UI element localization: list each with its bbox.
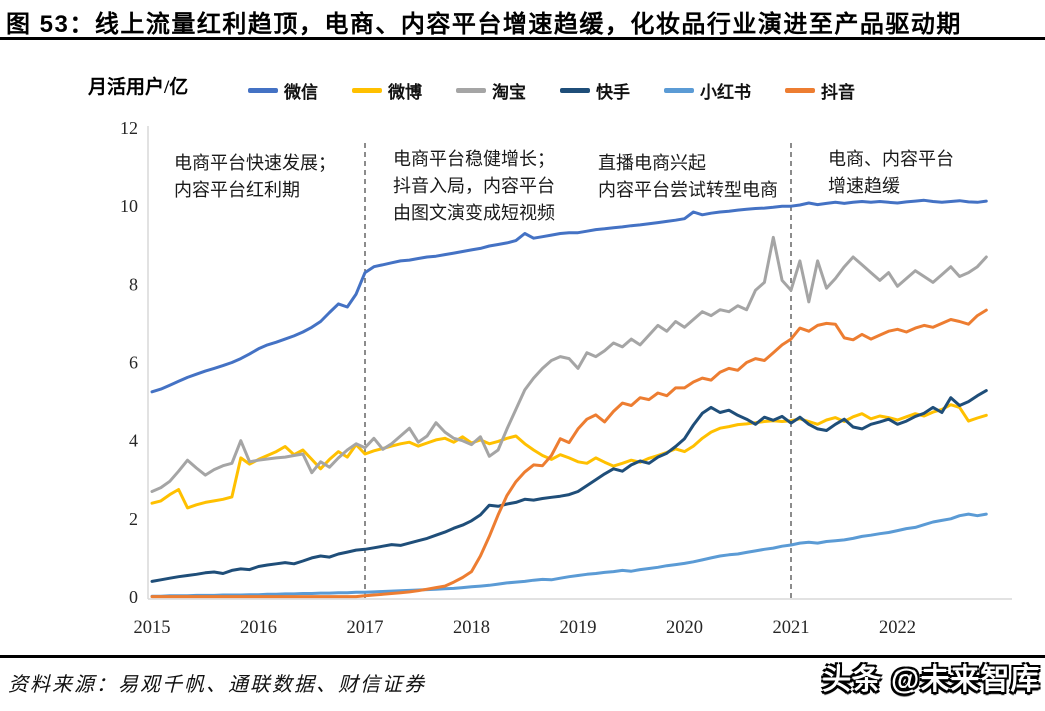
title-divider [0, 37, 1045, 40]
x-tick-label: 2015 [134, 618, 171, 638]
x-tick-label: 2020 [666, 618, 703, 638]
x-tick-label: 2021 [773, 618, 810, 638]
legend-marker-icon [560, 88, 590, 93]
legend-label: 淘宝 [492, 83, 526, 102]
watermark: 头条 @未来智库 [822, 664, 1041, 696]
legend-item-1: 微信 [248, 78, 318, 103]
legend-item-2: 微博 [352, 78, 422, 103]
x-tick-label: 2018 [453, 618, 490, 638]
legend-item-6: 抖音 [785, 78, 855, 103]
legend-label: 微信 [284, 83, 318, 102]
series-line-微信 [150, 198, 988, 394]
y-tick-label: 6 [129, 353, 138, 373]
annotation-phase-1: 电商平台快速发展； 内容平台红利期 [174, 153, 336, 200]
figure-title: 图 53：线上流量红利趋顶，电商、内容平台增速趋缓，化妆品行业演进至产品驱动期 [6, 11, 962, 38]
y-tick-label: 12 [120, 118, 138, 138]
legend-label: 抖音 [821, 83, 855, 102]
legend-label: 微博 [388, 83, 422, 102]
x-tick-label: 2022 [879, 618, 916, 638]
legend-marker-icon [664, 88, 694, 93]
chart-legend: 微信 微博 淘宝 快手 小红书 抖音 [248, 78, 855, 103]
legend-item-5: 小红书 [664, 78, 751, 103]
x-tick-label: 2019 [560, 618, 597, 638]
y-tick-label: 10 [120, 196, 138, 216]
legend-marker-icon [352, 88, 382, 93]
legend-marker-icon [785, 88, 815, 93]
source-note: 资料来源：易观千帆、通联数据、财信证券 [8, 674, 426, 696]
annotation-phase-4: 电商、内容平台 增速趋缓 [828, 149, 954, 196]
y-tick-label: 8 [129, 274, 138, 294]
y-tick-label: 0 [129, 587, 138, 607]
y-tick-label: 2 [129, 509, 138, 529]
y-axis-label: 月活用户/亿 [88, 77, 189, 98]
legend-marker-icon [456, 88, 486, 93]
x-tick-label: 2017 [347, 618, 384, 638]
legend-item-3: 淘宝 [456, 78, 526, 103]
annotation-phase-3: 直播电商兴起 内容平台尝试转型电商 [598, 153, 778, 200]
legend-label: 快手 [596, 83, 630, 102]
series-line-快手 [150, 389, 988, 583]
y-tick-label: 4 [129, 431, 138, 451]
series-line-淘宝 [150, 235, 988, 493]
series-line-小红书 [150, 512, 988, 598]
x-tick-label: 2016 [240, 618, 277, 638]
series-line-抖音 [150, 308, 988, 599]
legend-marker-icon [248, 88, 278, 93]
annotation-phase-2: 电商平台稳健增长； 抖音入局，内容平台 由图文演变成短视频 [393, 149, 555, 223]
legend-item-4: 快手 [560, 78, 630, 103]
footer-divider [0, 655, 1045, 658]
series-line-微博 [150, 403, 988, 510]
legend-label: 小红书 [700, 83, 751, 102]
